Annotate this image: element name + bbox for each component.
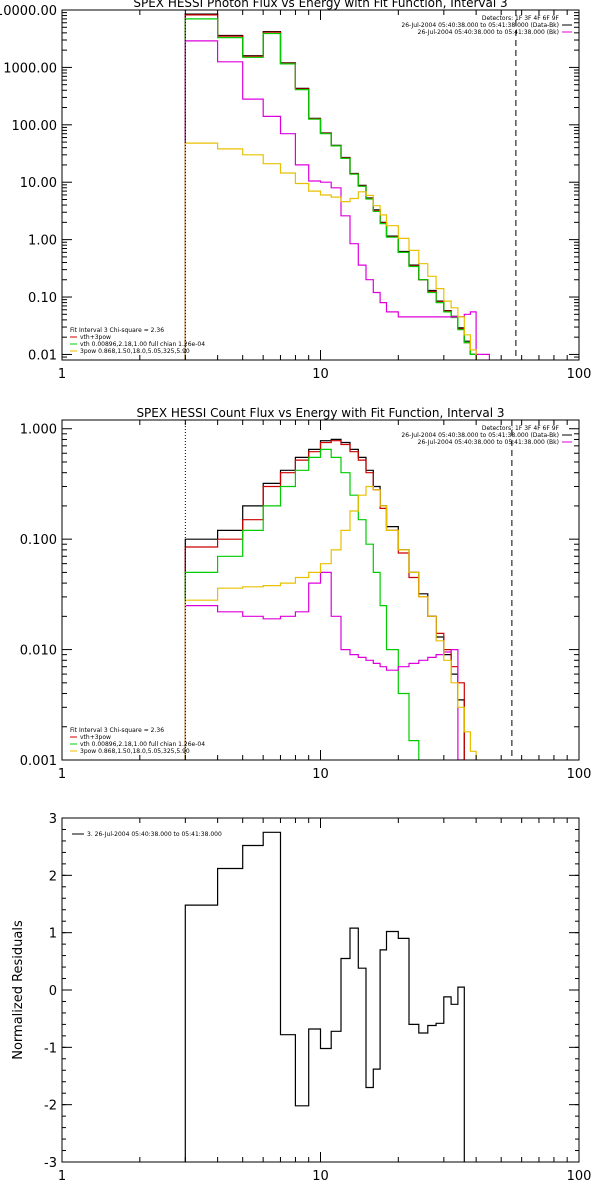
x-tick-label: 10 [312, 1169, 329, 1184]
series-line-1 [184, 14, 477, 360]
y-tick-label: 2 [49, 869, 57, 884]
y-tick-label: -2 [44, 1099, 57, 1114]
series-line-4 [184, 142, 477, 360]
series-line-2 [184, 448, 420, 760]
y-tick-label: 0.100 [20, 533, 57, 548]
y-tick-label: 0.10 [28, 291, 57, 306]
y-tick-label: 10000.00 [0, 4, 57, 19]
series-line-0 [184, 13, 477, 360]
chart-panel-2: SPEX HESSI Count Flux vs Energy with Fit… [20, 406, 592, 782]
x-tick-label: 1 [58, 767, 66, 782]
header-text-line: 26-Jul-2004 05:40:38.000 to 05:41:38.000… [401, 432, 559, 439]
plot-area [184, 438, 477, 760]
header-text-line: Detectors: 1F 3F 4F 6F 9F [482, 425, 560, 432]
series-line-1 [184, 440, 465, 760]
x-tick-label: 10 [312, 767, 329, 782]
x-tick-label: 1 [58, 367, 66, 382]
plot-area [184, 13, 490, 360]
series-line-4 [184, 485, 477, 760]
plot-frame [61, 817, 580, 1163]
legend-entry: vth+3pow [80, 734, 111, 741]
series-line-2 [184, 18, 477, 360]
y-tick-label: 10.00 [20, 176, 57, 191]
y-tick-label: 0.01 [28, 348, 57, 363]
plot-frame [61, 419, 580, 761]
plot-frame [61, 9, 580, 361]
legend-entry: vth+3pow [80, 334, 111, 341]
chart-title: SPEX HESSI Count Flux vs Energy with Fit… [136, 406, 504, 420]
x-tick-label: 100 [567, 367, 592, 382]
series-line-0 [184, 438, 465, 760]
chart-title: SPEX HESSI Photon Flux vs Energy with Fi… [133, 0, 507, 10]
legend-entry: 3pow 0.868,1.50,18.0,5.05,325,5.90 [80, 348, 190, 355]
y-tick-label: 1000.00 [3, 61, 57, 76]
x-tick-label: 100 [567, 767, 592, 782]
chart-panel-1: SPEX HESSI Photon Flux vs Energy with Fi… [0, 0, 591, 382]
y-tick-label: 1.000 [20, 423, 57, 438]
x-tick-label: 100 [567, 1169, 592, 1184]
legend-title: Fit Interval 3 Chi-square = 2.36 [70, 727, 164, 734]
header-text-line: 26-Jul-2004 05:40:38.000 to 05:41:38.000… [401, 22, 559, 29]
y-tick-label: 1 [49, 927, 57, 942]
y-axis-label: Normalized Residuals [11, 920, 26, 1060]
legend-entry: vth 0.00896,2.18,1.00 full chian 1.26e-0… [80, 741, 205, 748]
series-line-0 [184, 831, 465, 1162]
y-tick-label: 100.00 [12, 119, 58, 134]
plot-area [184, 831, 465, 1162]
y-tick-label: 0.001 [20, 754, 57, 769]
y-tick-label: 1.00 [28, 234, 57, 249]
header-text-line: 26-Jul-2004 05:40:38.000 to 05:41:38.000… [418, 29, 559, 36]
x-tick-label: 1 [58, 1169, 66, 1184]
y-tick-label: -3 [44, 1156, 57, 1171]
series-line-3 [184, 571, 465, 760]
y-tick-label: 0 [49, 984, 57, 999]
header-text-line: Detectors: 1F 3F 4F 6F 9F [482, 15, 560, 22]
y-tick-label: 0.010 [20, 644, 57, 659]
y-tick-label: 3 [49, 812, 57, 827]
legend-title: Fit Interval 3 Chi-square = 2.36 [70, 327, 164, 334]
legend-entry: vth 0.00896,2.18,1.00 full chian 1.26e-0… [80, 341, 205, 348]
header-text-line: 26-Jul-2004 05:40:38.000 to 05:41:38.000… [418, 439, 559, 446]
x-tick-label: 10 [312, 367, 329, 382]
series-line-3 [184, 40, 490, 360]
y-tick-label: -1 [44, 1041, 57, 1056]
legend-entry: 3pow 0.868,1.50,18.0,5.05,325,5.90 [80, 748, 190, 755]
legend-entry: 3. 26-Jul-2004 05:40:38.000 to 05:41:38.… [87, 831, 222, 838]
